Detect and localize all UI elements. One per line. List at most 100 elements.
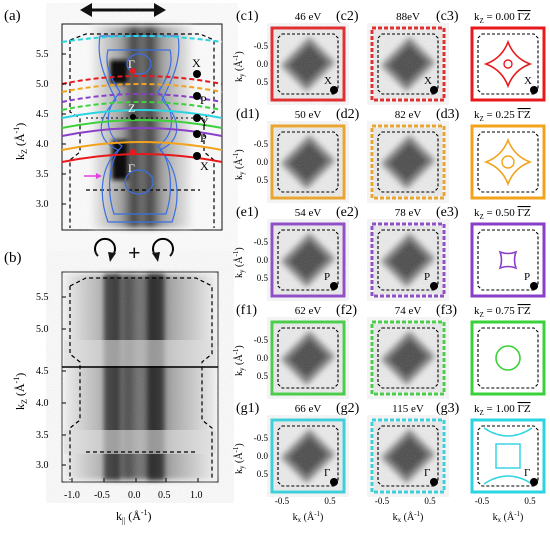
ytick: 5.5	[36, 49, 49, 60]
subpanel-title: 66 eV	[295, 403, 322, 415]
subpanel-title: kZ = 1.00 ΓZ	[474, 403, 531, 417]
marker-label: Γ	[424, 467, 430, 479]
marker-dot	[430, 478, 438, 486]
subpanel-title: 54 eV	[295, 207, 322, 219]
marker-dot	[330, 478, 338, 486]
center-label-z: Z	[128, 101, 135, 115]
ytick: 4.5	[36, 109, 49, 120]
subpanel-label: (d1)	[236, 107, 260, 122]
xtick: -1.0	[64, 490, 80, 501]
subpanel-title: 115 eV	[392, 403, 424, 415]
grid-ylabel: ky (Å-1)	[232, 247, 246, 278]
subpanel-label: (g1)	[236, 401, 260, 416]
subpanel: (f2) 74 eV	[336, 303, 446, 396]
grid-ytick: -0.5	[254, 139, 269, 149]
ytick: 5.0	[36, 324, 49, 335]
grid-xlabel: kx (Å-1)	[293, 510, 324, 524]
grid-ytick: -0.5	[254, 335, 269, 345]
subpanel-label: (d3)	[436, 107, 460, 122]
point-label-p-top: P	[200, 93, 207, 107]
subpanel: (e2) 78 eV P	[336, 205, 446, 298]
plus-sign: +	[128, 240, 141, 265]
subpanel-label: (g3)	[436, 401, 460, 416]
subpanel: (e3) kZ = 0.50 ΓZ P	[436, 205, 546, 298]
grid-ytick: 0.5	[257, 371, 269, 381]
marker-label: P	[324, 271, 330, 283]
subpanel: (g3) kZ = 1.00 ΓZ Γ	[436, 401, 546, 494]
marker-dot	[530, 478, 538, 486]
marker-label: Γ	[524, 467, 530, 479]
marker-dot	[430, 86, 438, 94]
magenta-arrow-icon	[84, 173, 102, 179]
subpanel-label: (e1)	[236, 205, 259, 220]
subpanel-label: (e2)	[336, 205, 359, 220]
grid-ytick: 0.0	[257, 157, 269, 167]
grid-xlabel: kx (Å-1)	[393, 510, 424, 524]
subpanel: (e1) 54 eV P	[236, 205, 346, 298]
marker-dot	[530, 86, 538, 94]
panel-b-ylabel: kZ (Å-1)	[12, 373, 29, 410]
grid-xtick: 0.5	[424, 496, 436, 506]
grid-ytick: -0.5	[254, 237, 269, 247]
subpanel-label: (c1)	[236, 9, 259, 24]
subpanel-frame	[470, 320, 546, 396]
ytick: 4.0	[36, 398, 49, 409]
marker-label: P	[424, 271, 430, 283]
marker-dot	[330, 282, 338, 290]
subpanel: (c1) 46 eV X	[236, 9, 346, 102]
panel-b-yticks: 3.0 3.5 4.0 4.5 5.0 5.5	[36, 292, 66, 471]
center-label-gamma-bottom: Γ	[128, 161, 135, 175]
subpanel-title: kZ = 0.50 ΓZ	[474, 207, 531, 221]
point-label-x-top: X	[192, 56, 201, 70]
subpanel-frame	[470, 124, 546, 200]
panel-a-plot: Γ Z Γ X P Y P X	[61, 23, 223, 231]
subpanel-title: 46 eV	[295, 11, 322, 23]
xtick: 1.0	[190, 490, 203, 501]
marker-label: X	[424, 75, 432, 87]
subpanel-title: 50 eV	[295, 109, 322, 121]
panel-b-xlabel: k|| (Å-1)	[116, 508, 152, 525]
subpanel: (d2) 82 eV	[336, 107, 446, 200]
ytick: 4.0	[36, 139, 49, 150]
subpanel-label: (f1)	[236, 303, 257, 318]
ytick: 4.5	[36, 366, 49, 377]
grid-ytick: -0.5	[254, 433, 269, 443]
panel-a-points: X P Y P X	[192, 56, 209, 173]
subpanel-title: 82 eV	[395, 109, 422, 121]
subpanel-label: (d2)	[336, 107, 360, 122]
grid-xtick: -0.5	[275, 496, 290, 506]
grid-xtick: 0.5	[524, 496, 536, 506]
grid-ylabel: ky (Å-1)	[232, 345, 246, 376]
grid-ytick: 0.5	[257, 175, 269, 185]
double-arrow-icon	[80, 3, 166, 17]
subpanel-label: (c2)	[336, 9, 359, 24]
subpanel: (d3) kZ = 0.25 ΓZ	[436, 107, 546, 200]
subpanel-label: (f3)	[436, 303, 457, 318]
marker-dot	[330, 86, 338, 94]
marker-dot	[430, 282, 438, 290]
point-label-y: Y	[200, 115, 209, 129]
subpanel: (f1) 62 eV	[236, 303, 346, 396]
marker-label: X	[324, 75, 332, 87]
center-label-gamma-top: Γ	[128, 57, 135, 71]
subpanel: (g1) 66 eV Γ	[236, 401, 346, 494]
panel-a-ylabel: kZ (Å-1)	[12, 123, 29, 160]
grid-ylabel: ky (Å-1)	[232, 149, 246, 180]
grid-ytick: 0.0	[257, 59, 269, 69]
grid-ylabel: ky (Å-1)	[232, 51, 246, 82]
panel-a-label: (a)	[4, 8, 21, 24]
grid-ytick: 0.5	[257, 273, 269, 283]
grid-xtick: -0.5	[475, 496, 490, 506]
subpanel-title: 74 eV	[395, 305, 422, 317]
rotate-ccw-icon	[152, 237, 174, 262]
point-label-p-bottom: P	[200, 131, 207, 145]
subpanel: (c3) kZ = 0.00 ΓZ X	[436, 9, 546, 102]
ytick: 3.5	[36, 430, 49, 441]
subpanel: (g2) 115 eV Γ	[336, 401, 446, 494]
subpanel-label: (g2)	[336, 401, 360, 416]
panel-b: (b) + 3.0 3.5 4.0 4.5	[4, 237, 219, 525]
subpanel-label: (c3)	[436, 9, 459, 24]
grid-ytick: 0.5	[257, 77, 269, 87]
subpanel-title: kZ = 0.00 ΓZ	[474, 11, 531, 25]
